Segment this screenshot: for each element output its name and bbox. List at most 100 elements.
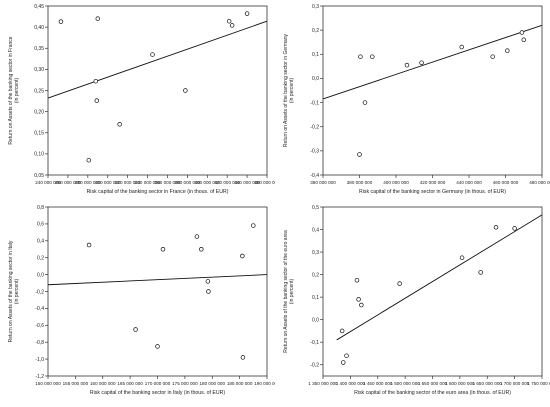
- x-tick-label: 400 000 000: [383, 180, 409, 185]
- data-point: [194, 234, 200, 239]
- x-tick-label: 240 000 000: [35, 180, 61, 185]
- y-tick-label: 0,20: [34, 109, 44, 115]
- x-tick-label: 175 000 000: [172, 381, 198, 386]
- y-tick-label: 0,40: [34, 25, 44, 31]
- data-point: [397, 281, 402, 286]
- x-tick-label: 380 000 000: [347, 180, 373, 185]
- x-tick-label: 1 600 000 000: [445, 381, 475, 386]
- y-axis-label: (in percent): [14, 279, 20, 305]
- data-point: [205, 279, 211, 284]
- y-tick-label: -1,0: [35, 357, 44, 363]
- y-tick-label: 0,2: [312, 272, 319, 278]
- x-tick-label: 420 000 000: [420, 180, 446, 185]
- data-point: [229, 23, 235, 28]
- x-tick-label: 460 000 000: [254, 180, 275, 185]
- data-point: [356, 297, 361, 302]
- y-tick-label: 0,0: [37, 272, 44, 278]
- x-tick-label: 185 000 000: [227, 381, 253, 386]
- data-point: [86, 242, 92, 248]
- x-axis-label: Risk capital of the banking sector in It…: [90, 390, 225, 396]
- y-tick-label: 0,05: [34, 173, 44, 179]
- y-tick-label: 0,6: [37, 222, 44, 228]
- y-tick-label: 0,0: [312, 317, 319, 323]
- y-tick-label: 0,3: [312, 4, 319, 10]
- data-point: [459, 255, 465, 260]
- x-tick-label: 1 650 000 000: [473, 381, 503, 386]
- x-tick-label: 460 000 000: [493, 180, 519, 185]
- y-tick-label: 0,10: [34, 152, 44, 158]
- y-tick-label: 0,15: [34, 131, 44, 137]
- y-tick-label: -0,2: [310, 125, 319, 131]
- plot-frame: [322, 206, 543, 377]
- x-tick-label: 150 000 000: [35, 381, 61, 386]
- chart-panel-euro-area: 1 350 000 000 1 400 000 000 1 450 000 000 1…: [275, 201, 550, 402]
- x-axis-label: Risk capital of the banking sector of th…: [354, 390, 511, 396]
- x-tick-label: 400 000 000: [194, 180, 220, 185]
- data-point: [199, 246, 204, 252]
- data-point: [155, 344, 160, 349]
- plot-frame: [322, 5, 543, 176]
- x-tick-label: 440 000 000: [234, 180, 260, 185]
- data-point: [358, 54, 363, 59]
- x-tick-label: 480 000 000: [529, 180, 550, 185]
- y-tick-label: -0,1: [310, 340, 319, 346]
- x-tick-label: 155 000 000: [63, 381, 89, 386]
- scatter-chart-italy: 150 000 000 155 000 000 160 000 000 165 000…: [8, 205, 280, 396]
- y-tick-label: 0,25: [34, 88, 44, 94]
- data-point: [117, 122, 122, 127]
- data-point: [505, 48, 510, 53]
- x-tick-label: 180 000 000: [199, 381, 225, 386]
- data-point: [95, 16, 101, 21]
- x-tick-label: 1 750 000 000: [527, 381, 550, 386]
- y-axis-label: Return on Assets of the banking sector i…: [8, 240, 14, 342]
- data-point: [370, 54, 375, 59]
- y-tick-label: -0,3: [310, 149, 319, 155]
- data-point: [344, 353, 349, 358]
- y-tick-label: 0,8: [37, 205, 44, 211]
- x-tick-label: 1 550 000 000: [418, 381, 448, 386]
- chart-panel-france: 240 000 000 260 000 000 280 000 000 300 000…: [0, 0, 280, 201]
- data-point: [490, 54, 495, 59]
- data-point: [521, 37, 527, 43]
- y-tick-label: 0,2: [37, 256, 44, 262]
- x-tick-label: 440 000 000: [456, 180, 482, 185]
- data-point: [93, 78, 99, 84]
- y-axis-label: (in percent): [289, 279, 295, 305]
- data-point: [493, 225, 499, 230]
- data-point: [512, 226, 517, 231]
- data-point: [240, 355, 246, 360]
- data-point: [419, 60, 424, 65]
- data-point: [354, 277, 360, 283]
- y-axis-label: Return on Assets of the banking sector i…: [8, 36, 14, 144]
- data-point: [359, 302, 364, 308]
- y-tick-label: -0,1: [310, 100, 319, 106]
- x-tick-label: 1 450 000 000: [363, 381, 393, 386]
- data-point: [362, 100, 368, 105]
- scatter-chart-germany: 360 000 000 380 000 000 400 000 000 420 000…: [283, 4, 550, 195]
- y-tick-label: 0,0: [312, 76, 319, 82]
- data-point: [206, 289, 211, 294]
- x-axis-label: Risk capital of the banking sector in Fr…: [87, 189, 229, 195]
- y-tick-label: 0,35: [34, 46, 44, 52]
- data-point: [150, 52, 155, 57]
- y-tick-label: 0,30: [34, 67, 44, 73]
- x-tick-label: 160 000 000: [90, 381, 116, 386]
- y-axis-label: Return on Assets of the banking sector o…: [283, 230, 289, 353]
- y-tick-label: -1,2: [35, 374, 44, 380]
- x-tick-label: 300 000 000: [95, 180, 121, 185]
- x-tick-label: 190 000 000: [254, 381, 275, 386]
- plot-frame: [47, 206, 268, 377]
- y-tick-label: 0,45: [34, 4, 44, 10]
- data-point: [478, 270, 483, 275]
- plot-frame: [47, 5, 268, 176]
- x-tick-label: 170 000 000: [145, 381, 171, 386]
- y-axis-label: (in percent): [289, 78, 295, 104]
- trend-line: [336, 214, 543, 341]
- data-point: [86, 157, 92, 163]
- y-tick-label: 0,1: [312, 295, 319, 301]
- y-axis-label: (in percent): [14, 78, 20, 104]
- x-tick-label: 320 000 000: [115, 180, 141, 185]
- data-point: [341, 360, 346, 365]
